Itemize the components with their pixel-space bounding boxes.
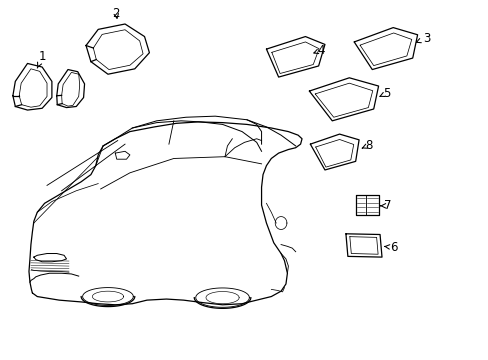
Text: 7: 7 (380, 199, 390, 212)
Text: 1: 1 (37, 50, 46, 68)
Text: 5: 5 (379, 87, 390, 100)
Text: 3: 3 (416, 32, 429, 45)
Text: 6: 6 (384, 241, 397, 254)
Text: 4: 4 (313, 44, 325, 57)
Text: 2: 2 (112, 8, 120, 21)
Text: 8: 8 (362, 139, 372, 152)
